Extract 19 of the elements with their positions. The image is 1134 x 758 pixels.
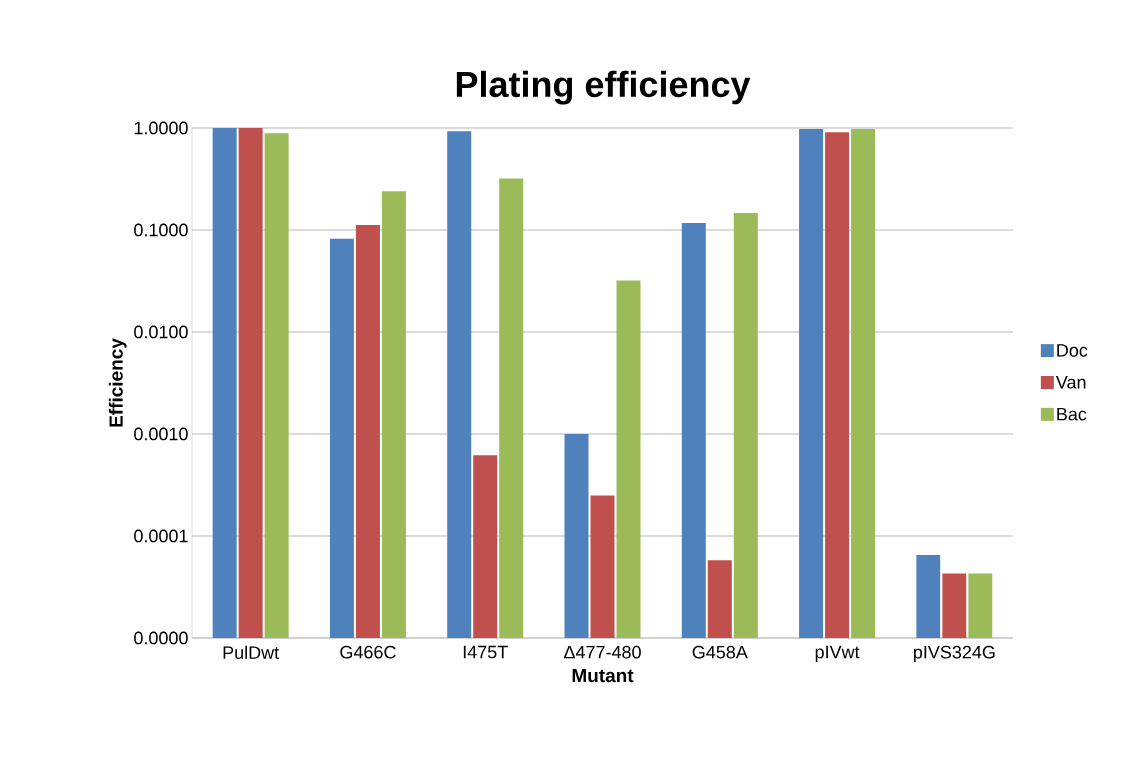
y-tick-label: 0.0010 (134, 427, 188, 441)
x-tick-label: G458A (692, 645, 748, 659)
x-axis-title: Mutant (572, 668, 634, 683)
legend-label: Doc (1057, 344, 1088, 357)
y-tick-label: 1.0000 (134, 121, 188, 135)
y-axis-title: Efficiency (108, 338, 127, 427)
x-tick-label: G466C (340, 645, 396, 659)
x-tick-label: pIVS324G (914, 645, 995, 663)
y-tick-label: 0.0100 (134, 325, 188, 339)
x-tick-label: Δ477-480 (564, 645, 641, 659)
y-tick-label: 0.0001 (134, 529, 188, 543)
x-tick-label: I475T (463, 645, 508, 659)
x-tick-label: pIVwt (815, 645, 860, 662)
x-tick-label: PulDwt (223, 645, 280, 660)
chart-title: Plating efficiency (456, 70, 751, 105)
legend-label: Bac (1057, 407, 1087, 421)
legend-label: Van (1055, 376, 1086, 389)
y-tick-label: 0.0000 (134, 631, 188, 645)
y-tick-label: 0.1000 (134, 223, 188, 237)
